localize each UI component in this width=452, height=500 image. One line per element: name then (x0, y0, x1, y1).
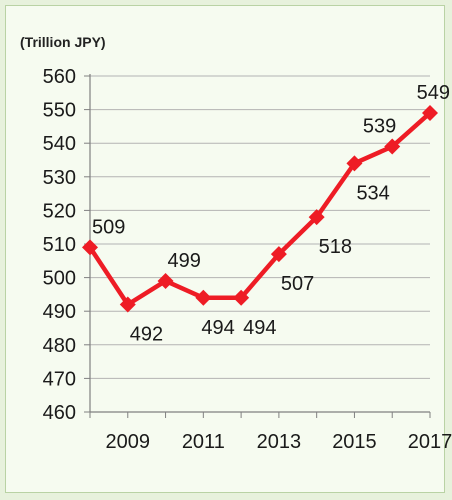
grid-lines (90, 75, 430, 379)
data-label: 539 (363, 116, 396, 138)
y-tick-labels: 560 550 540 530 520 510 500 490 480 470 460 (43, 66, 76, 424)
x-tick-labels: 2009 2011 2013 2015 2017 (106, 431, 452, 453)
data-point (119, 296, 136, 313)
unit-label: (Trillion JPY) (20, 34, 106, 50)
y-tick-label: 480 (43, 335, 76, 357)
x-tick-label: 2009 (106, 431, 151, 453)
x-tick-label: 2013 (257, 431, 302, 453)
data-point (82, 239, 98, 256)
data-label: 494 (201, 317, 234, 339)
data-point (195, 289, 212, 306)
data-point (308, 209, 325, 226)
y-tick-label: 520 (43, 200, 76, 222)
y-tick-label: 470 (43, 368, 76, 390)
data-point (384, 138, 401, 155)
y-tick-label: 500 (43, 268, 76, 290)
data-label: 549 (417, 82, 450, 104)
data-label: 507 (281, 273, 314, 295)
y-tick-label: 490 (43, 301, 76, 323)
y-tick-label: 540 (43, 133, 76, 155)
data-point (233, 289, 250, 306)
data-label: 518 (319, 236, 352, 258)
y-tick-label: 550 (43, 100, 76, 122)
x-tick-label: 2015 (332, 431, 377, 453)
data-label: 492 (130, 323, 163, 345)
data-label: 509 (92, 216, 125, 238)
y-tick-label: 460 (43, 402, 76, 424)
data-point (157, 272, 174, 289)
data-label: 534 (356, 182, 389, 204)
y-tick-label: 560 (43, 66, 76, 88)
data-point (270, 246, 287, 263)
y-tick-label: 530 (43, 167, 76, 189)
data-label: 499 (168, 250, 201, 272)
series-line (88, 111, 432, 307)
data-point (346, 155, 363, 172)
x-tick-label: 2017 (408, 431, 452, 453)
x-tick-label: 2011 (182, 431, 225, 453)
data-point (422, 104, 438, 121)
data-label: 494 (243, 317, 276, 339)
y-tick-label: 510 (43, 234, 76, 256)
series-group (82, 104, 438, 313)
